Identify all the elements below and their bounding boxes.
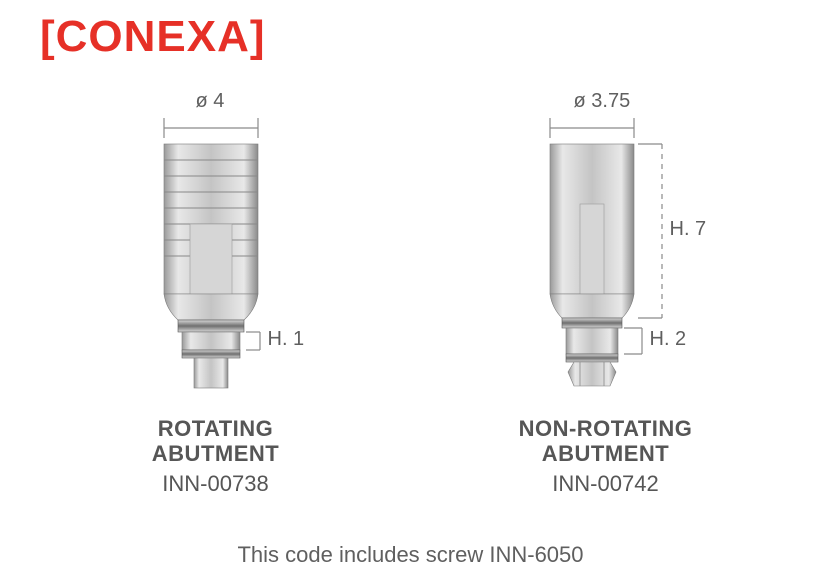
stem <box>194 358 228 388</box>
h2-segment <box>566 328 618 354</box>
brand-title: [CONEXA] <box>40 12 266 62</box>
name-line2: ABUTMENT <box>542 441 669 466</box>
chamfer <box>164 294 258 320</box>
product-nonrotating: ø 3.75 <box>476 94 736 497</box>
footnote: This code includes screw INN-6050 <box>0 542 821 568</box>
collar-ring <box>562 318 622 328</box>
h7-label: H. 7 <box>670 218 707 241</box>
figure-row: ø 4 <box>0 94 821 497</box>
drawing-rotating <box>86 94 346 394</box>
flat-recess <box>190 224 232 294</box>
product-rotating: ø 4 <box>86 94 346 497</box>
diameter-dim-line <box>164 118 258 138</box>
slot <box>580 204 604 294</box>
name-line1: NON-ROTATING <box>519 416 693 441</box>
product-name-nonrotating: NON-ROTATING ABUTMENT <box>519 416 693 467</box>
product-code-nonrotating: INN-00742 <box>552 471 658 497</box>
collar-ring <box>178 320 244 332</box>
h1-label: H. 1 <box>268 328 305 351</box>
diameter-dim-line <box>550 118 634 138</box>
name-line2: ABUTMENT <box>152 441 279 466</box>
drawing-nonrotating <box>476 94 736 394</box>
diagram-rotating: ø 4 <box>86 94 346 394</box>
lower-ring <box>566 354 618 362</box>
diagram-nonrotating: ø 3.75 <box>476 94 736 394</box>
hex-stem <box>568 362 616 386</box>
product-name-rotating: ROTATING ABUTMENT <box>152 416 279 467</box>
product-code-rotating: INN-00738 <box>162 471 268 497</box>
name-line1: ROTATING <box>158 416 274 441</box>
h1-segment <box>182 332 240 350</box>
lower-ring <box>182 350 240 358</box>
h2-bracket <box>624 328 642 354</box>
chamfer <box>550 294 634 318</box>
h7-dim <box>638 144 662 318</box>
page: [CONEXA] ø 4 <box>0 0 821 588</box>
h1-bracket <box>246 332 260 350</box>
h2-label: H. 2 <box>650 328 687 351</box>
